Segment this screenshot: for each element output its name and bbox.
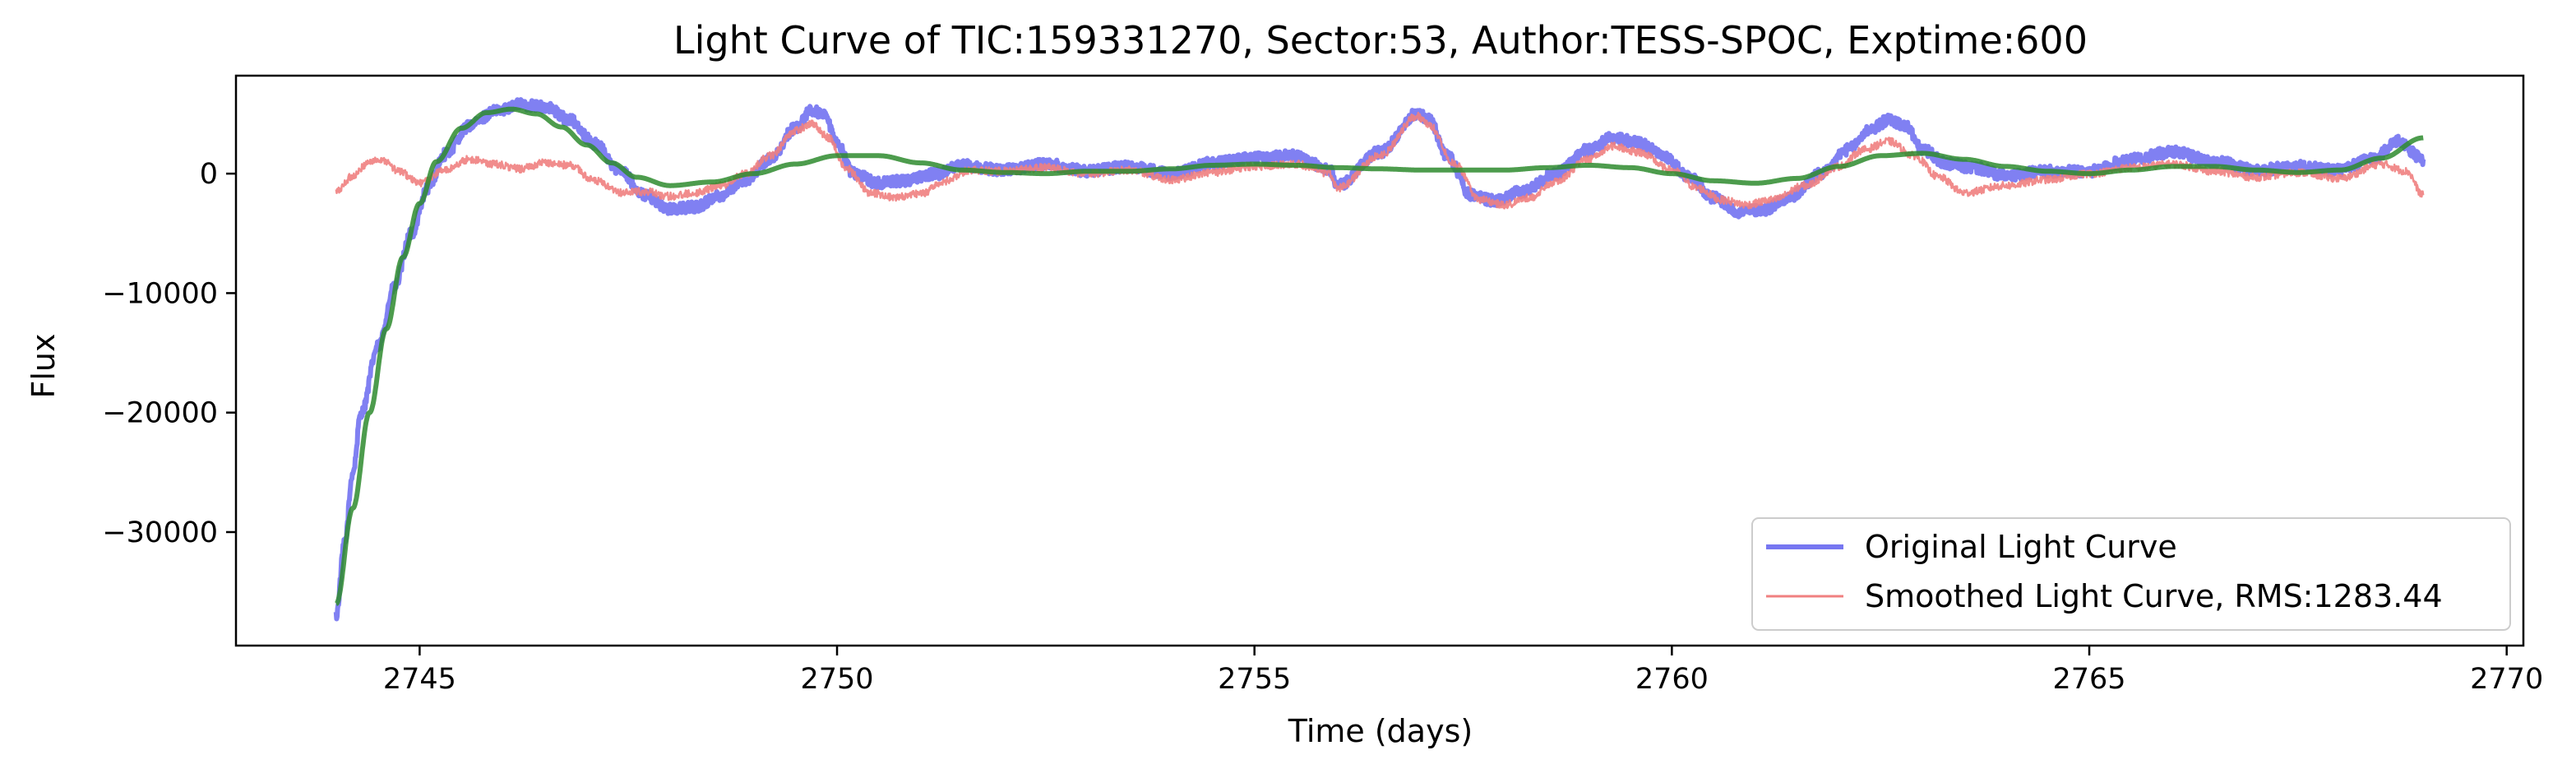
x-tick-label: 2750: [800, 663, 873, 696]
y-tick-label: −30000: [102, 516, 218, 549]
x-tick-label: 2760: [1635, 663, 1709, 696]
x-tick-label: 2755: [1218, 663, 1291, 696]
x-axis: 2745 2750 2755 2760 2765 2770: [383, 646, 2543, 696]
plot-area: [333, 97, 2426, 622]
y-axis: −30000 −20000 −10000 0: [102, 158, 236, 549]
x-tick-label: 2745: [383, 663, 456, 696]
y-tick-label: −20000: [102, 397, 218, 430]
x-tick-label: 2765: [2052, 663, 2125, 696]
y-tick-label: 0: [200, 158, 218, 191]
plot-frame: [234, 74, 2525, 647]
legend: Original Light Curve Smoothed Light Curv…: [1751, 517, 2511, 631]
series-smoothed-light-curve: [335, 111, 2425, 210]
y-axis-label: Flux: [25, 334, 62, 399]
legend-box: [1751, 517, 2511, 631]
legend-label-smoothed: Smoothed Light Curve, RMS:1283.44: [1865, 578, 2443, 614]
y-tick-label: −10000: [102, 277, 218, 310]
x-tick-label: 2770: [2470, 663, 2543, 696]
x-axis-label: Time (days): [1288, 713, 1473, 749]
chart-title: Light Curve of TIC:159331270, Sector:53,…: [673, 18, 2088, 63]
series-trend-fit: [334, 106, 2426, 606]
legend-label-original: Original Light Curve: [1865, 529, 2177, 565]
